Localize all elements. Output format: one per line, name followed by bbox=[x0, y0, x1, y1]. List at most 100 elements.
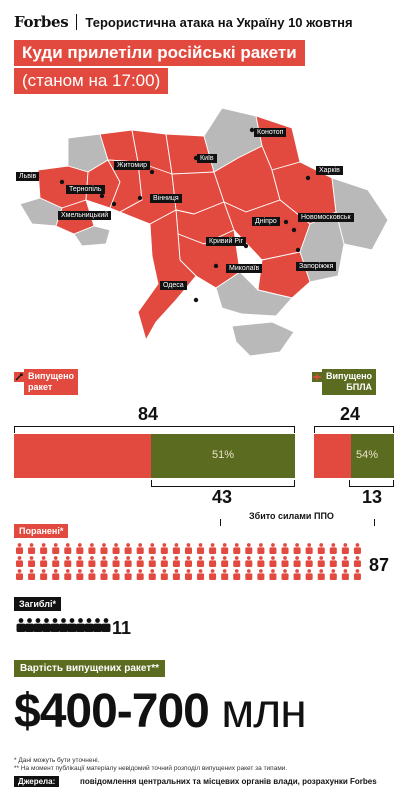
city-label-zhytomyr: Житомир bbox=[114, 161, 151, 170]
injured-person-icon bbox=[160, 569, 168, 580]
injured-person-icon bbox=[329, 556, 337, 567]
injured-person-icon bbox=[197, 543, 205, 554]
cost-amount: $400-700 bbox=[14, 685, 210, 738]
injured-person-icon bbox=[197, 556, 205, 567]
killed-person-icon bbox=[67, 618, 77, 632]
injured-person-icon bbox=[305, 556, 313, 567]
bar-missiles-hit bbox=[14, 434, 151, 478]
injured-person-icon bbox=[100, 556, 108, 567]
injured-person-icon bbox=[172, 569, 180, 580]
injured-person-icon bbox=[329, 543, 337, 554]
source-label: Джерела: bbox=[14, 776, 60, 787]
killed-label: Загиблі* bbox=[14, 597, 61, 611]
city-label-lviv: Львів bbox=[16, 172, 40, 181]
injured-person-icon bbox=[353, 543, 361, 554]
injured-person-icon bbox=[52, 569, 60, 580]
injured-person-icon bbox=[317, 569, 325, 580]
cost-value: $400-700 млн bbox=[14, 684, 307, 739]
region-zaporizhzhia bbox=[257, 251, 311, 299]
injured-person-icon bbox=[76, 556, 84, 567]
missiles-shot-percent: 51% bbox=[212, 449, 235, 461]
injured-count: 87 bbox=[369, 555, 390, 575]
drones-shot-count: 13 bbox=[362, 487, 383, 507]
region-crimea bbox=[231, 321, 295, 357]
city-label-odesa: Одеса bbox=[160, 281, 187, 290]
injured-person-icon bbox=[124, 556, 132, 567]
region-chernivtsi bbox=[73, 225, 111, 247]
injured-person-icon bbox=[281, 543, 289, 554]
injured-person-icon bbox=[28, 569, 36, 580]
killed-pictogram bbox=[16, 618, 111, 632]
drones-bar-chart bbox=[314, 434, 394, 478]
injured-person-icon bbox=[28, 556, 36, 567]
injured-person-icon bbox=[233, 556, 241, 567]
killed-person-icon bbox=[16, 618, 26, 632]
injured-person-icon bbox=[15, 556, 24, 567]
injured-person-icon bbox=[40, 556, 48, 567]
brand-logo[interactable]: Forbes bbox=[14, 13, 69, 31]
killed-person-icon bbox=[93, 618, 102, 632]
city-label-khmelnytskyi: Хмельницький bbox=[58, 211, 112, 220]
injured-person-icon bbox=[64, 543, 72, 554]
source-text: повідомлення центральних та місцевих орг… bbox=[80, 777, 377, 786]
killed-person-icon bbox=[101, 618, 111, 632]
injured-person-icon bbox=[112, 569, 120, 580]
injured-person-icon bbox=[281, 569, 289, 580]
injured-person-icon bbox=[15, 569, 24, 580]
header: Forbes Терористична атака на Україну 10 … bbox=[14, 10, 398, 34]
injured-person-icon bbox=[15, 543, 24, 554]
injured-person-icon bbox=[88, 556, 96, 567]
city-label-kryvyi-rih: Кривий Ріг bbox=[206, 237, 247, 246]
injured-person-icon bbox=[136, 556, 144, 567]
killed-person-icon bbox=[33, 618, 43, 632]
footnote-1: * Дані можуть бути уточнені. bbox=[14, 757, 100, 764]
injured-person-icon bbox=[88, 569, 96, 580]
killed-person-icon bbox=[84, 618, 94, 632]
injured-person-icon bbox=[76, 569, 84, 580]
injured-person-icon bbox=[100, 543, 108, 554]
injured-person-icon bbox=[172, 556, 180, 567]
bar-drones-hit bbox=[314, 434, 351, 478]
drones-label: Випущено БПЛА bbox=[322, 369, 377, 395]
injured-person-icon bbox=[148, 543, 156, 554]
injured-person-icon bbox=[269, 556, 277, 567]
city-label-novomoskovsk: Новомосковськ bbox=[298, 213, 354, 222]
injured-person-icon bbox=[293, 543, 301, 554]
injured-person-icon bbox=[317, 543, 325, 554]
missiles-total: 84 bbox=[138, 404, 159, 424]
drones-total: 24 bbox=[340, 404, 361, 424]
missiles-total-bracket bbox=[14, 426, 295, 427]
injured-person-icon bbox=[341, 556, 349, 567]
map-subtitle: (станом на 17:00) bbox=[14, 68, 169, 94]
region-kherson bbox=[215, 271, 293, 317]
injured-person-icon bbox=[329, 569, 337, 580]
injured-person-icon bbox=[257, 543, 265, 554]
drones-shot-percent: 54% bbox=[356, 449, 379, 461]
city-label-mykolaiv: Миколаїв bbox=[226, 264, 263, 273]
city-label-vinnytsia: Вінниця bbox=[150, 194, 182, 203]
injured-person-icon bbox=[269, 569, 277, 580]
injured-person-icon bbox=[233, 569, 241, 580]
injured-person-icon bbox=[209, 556, 217, 567]
injured-person-icon bbox=[245, 556, 253, 567]
header-title: Терористична атака на Україну 10 жовтня bbox=[85, 14, 353, 30]
injured-person-icon bbox=[233, 543, 241, 554]
killed-person-icon bbox=[59, 618, 68, 632]
bar-drones-shot bbox=[351, 434, 394, 478]
injured-person-icon bbox=[257, 556, 265, 567]
injured-person-icon bbox=[293, 569, 301, 580]
drone-icon bbox=[312, 369, 322, 387]
injured-person-icon bbox=[40, 569, 48, 580]
injured-person-icon bbox=[245, 543, 253, 554]
injured-person-icon bbox=[184, 543, 192, 554]
footnote-2: ** На момент публікації матеріалу невідо… bbox=[14, 765, 288, 772]
injured-person-icon bbox=[76, 543, 84, 554]
injured-person-icon bbox=[341, 543, 349, 554]
city-label-dnipro: Дніпро bbox=[252, 217, 280, 226]
cost-label: Вартість випущених ракет** bbox=[14, 660, 166, 677]
map-svg bbox=[19, 107, 389, 357]
header-divider bbox=[76, 14, 78, 30]
city-label-konotop: Конотоп bbox=[254, 128, 287, 137]
injured-label: Поранені* bbox=[14, 524, 69, 538]
injured-person-icon bbox=[28, 543, 36, 554]
